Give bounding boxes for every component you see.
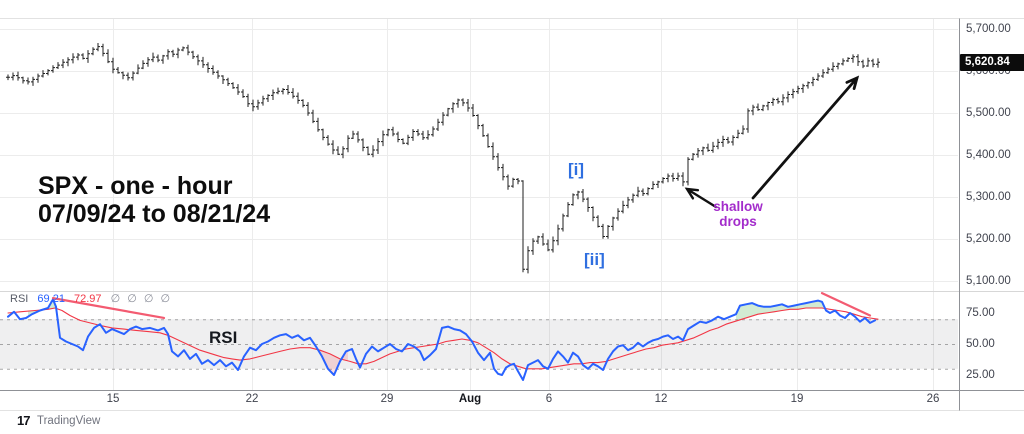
rsi-pane-text-annotation[interactable]: RSI [209, 328, 238, 347]
rsi-trendline-right [820, 292, 872, 317]
rally-arrow [751, 75, 860, 200]
price-tick-label: 5,700.00 [966, 23, 1011, 35]
shallow-drops-line2: drops [719, 214, 757, 229]
grid-lines [0, 18, 958, 390]
time-tick-label: 15 [106, 393, 120, 405]
rsi-series-rsi-based-ma [7, 307, 879, 370]
time-tick-label: Aug [458, 393, 482, 405]
rsi-series-rsi [7, 298, 876, 381]
time-tick-label: 22 [245, 393, 259, 405]
tradingview-brand-text[interactable]: TradingView [37, 415, 101, 427]
time-tick-label: 26 [926, 393, 940, 405]
tradingview-logo-icon[interactable]: 17 [17, 413, 31, 428]
rsi-ma-header-value: 72.97 [74, 293, 102, 305]
price-tick-label: 5,100.00 [966, 275, 1011, 287]
rsi-trendlines[interactable] [51, 292, 872, 320]
rsi-tick-label: 25.00 [966, 369, 995, 381]
time-tick-label: 29 [380, 393, 394, 405]
wave-label-ii[interactable]: [ii] [584, 250, 605, 269]
chart-title-annotation[interactable]: SPX - one - hour 07/09/24 to 08/21/24 [38, 172, 270, 228]
price-bars-series [6, 43, 880, 274]
annotation-arrows[interactable] [684, 75, 860, 209]
rsi-tick-label: 75.00 [966, 307, 995, 319]
price-tick-label: 5,200.00 [966, 233, 1011, 245]
rsi-header-hidden-values: ∅ ∅ ∅ ∅ [110, 293, 173, 305]
shallow-drops-annotation[interactable]: shallow drops [700, 199, 776, 229]
time-tick-label: 6 [545, 393, 553, 405]
rsi-tick-label: 50.00 [966, 338, 995, 350]
price-tick-label: 5,400.00 [966, 149, 1011, 161]
chart-title-line2: 07/09/24 to 08/21/24 [38, 200, 271, 228]
time-tick-label: 12 [654, 393, 668, 405]
pane-borders [0, 18, 1024, 411]
rsi-indicator-header[interactable]: RSI 69.21 72.97 ∅ ∅ ∅ ∅ [10, 293, 172, 306]
price-tick-label: 5,300.00 [966, 191, 1011, 203]
shallow-drops-line1: shallow [713, 199, 763, 214]
rsi-lines [7, 298, 879, 381]
wave-label-i[interactable]: [i] [568, 160, 585, 179]
last-price-tag: 5,620.84 [960, 54, 1024, 71]
rsi-header-label: RSI [10, 293, 29, 305]
price-tick-label: 5,500.00 [966, 107, 1011, 119]
shallow-drops-arrow [684, 187, 718, 209]
time-tick-label: 19 [790, 393, 804, 405]
rsi-header-value: 69.21 [37, 293, 65, 305]
chart-title-line1: SPX - one - hour [38, 172, 233, 200]
rsi-overbought-oversold-band [0, 319, 958, 370]
rsi-trendline-left [51, 297, 166, 320]
